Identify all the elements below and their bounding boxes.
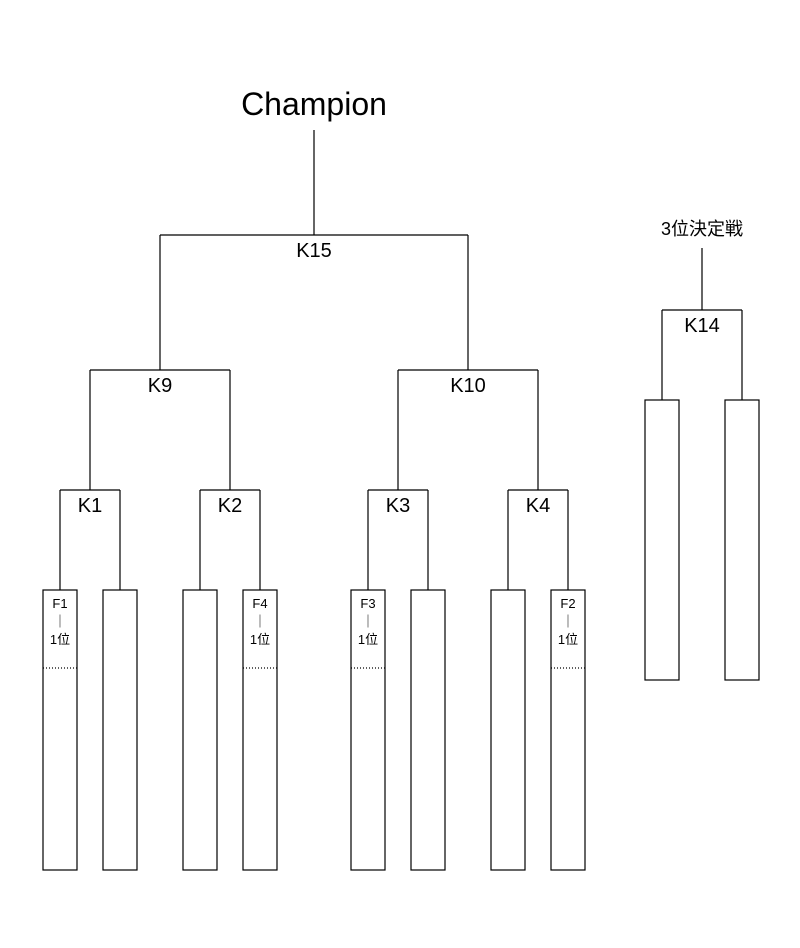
- main-slot-0-seed-0: F1: [52, 596, 67, 611]
- third-place-slot-1: [725, 400, 759, 680]
- semi-1-label: K10: [450, 375, 486, 397]
- main-slot-3-seed-1: ｜: [253, 614, 266, 629]
- quarter-1-label: K2: [218, 495, 242, 517]
- final-label: K15: [296, 240, 332, 262]
- main-slot-7-seed-2: 1位: [558, 632, 578, 647]
- third-place-slot-0: [645, 400, 679, 680]
- main-slot-0-seed-2: 1位: [50, 632, 70, 647]
- quarter-0-label: K1: [78, 495, 102, 517]
- champion-title: Champion: [241, 86, 387, 122]
- main-slot-4-seed-0: F3: [360, 596, 375, 611]
- main-slot-7-seed-1: ｜: [561, 614, 574, 629]
- third-place-match-label: K14: [684, 315, 720, 337]
- semi-0-label: K9: [148, 375, 172, 397]
- third-place-title: 3位決定戦: [661, 219, 743, 239]
- main-slot-2: [183, 590, 217, 870]
- main-slot-3-seed-2: 1位: [250, 632, 270, 647]
- main-slot-5: [411, 590, 445, 870]
- main-slot-4-seed-1: ｜: [361, 614, 374, 629]
- quarter-3-label: K4: [526, 495, 550, 517]
- main-slot-0-seed-1: ｜: [53, 614, 66, 629]
- main-slot-3-seed-0: F4: [252, 596, 267, 611]
- main-slot-1: [103, 590, 137, 870]
- main-slot-6: [491, 590, 525, 870]
- main-slot-4-seed-2: 1位: [358, 632, 378, 647]
- main-slot-7-seed-0: F2: [560, 596, 575, 611]
- quarter-2-label: K3: [386, 495, 410, 517]
- tournament-bracket: Champion K15 K9 K10 K1 K2 K3 K4 F1 ｜ 1位 F4 ｜ 1位 F3 ｜ 1位 F…: [0, 0, 800, 948]
